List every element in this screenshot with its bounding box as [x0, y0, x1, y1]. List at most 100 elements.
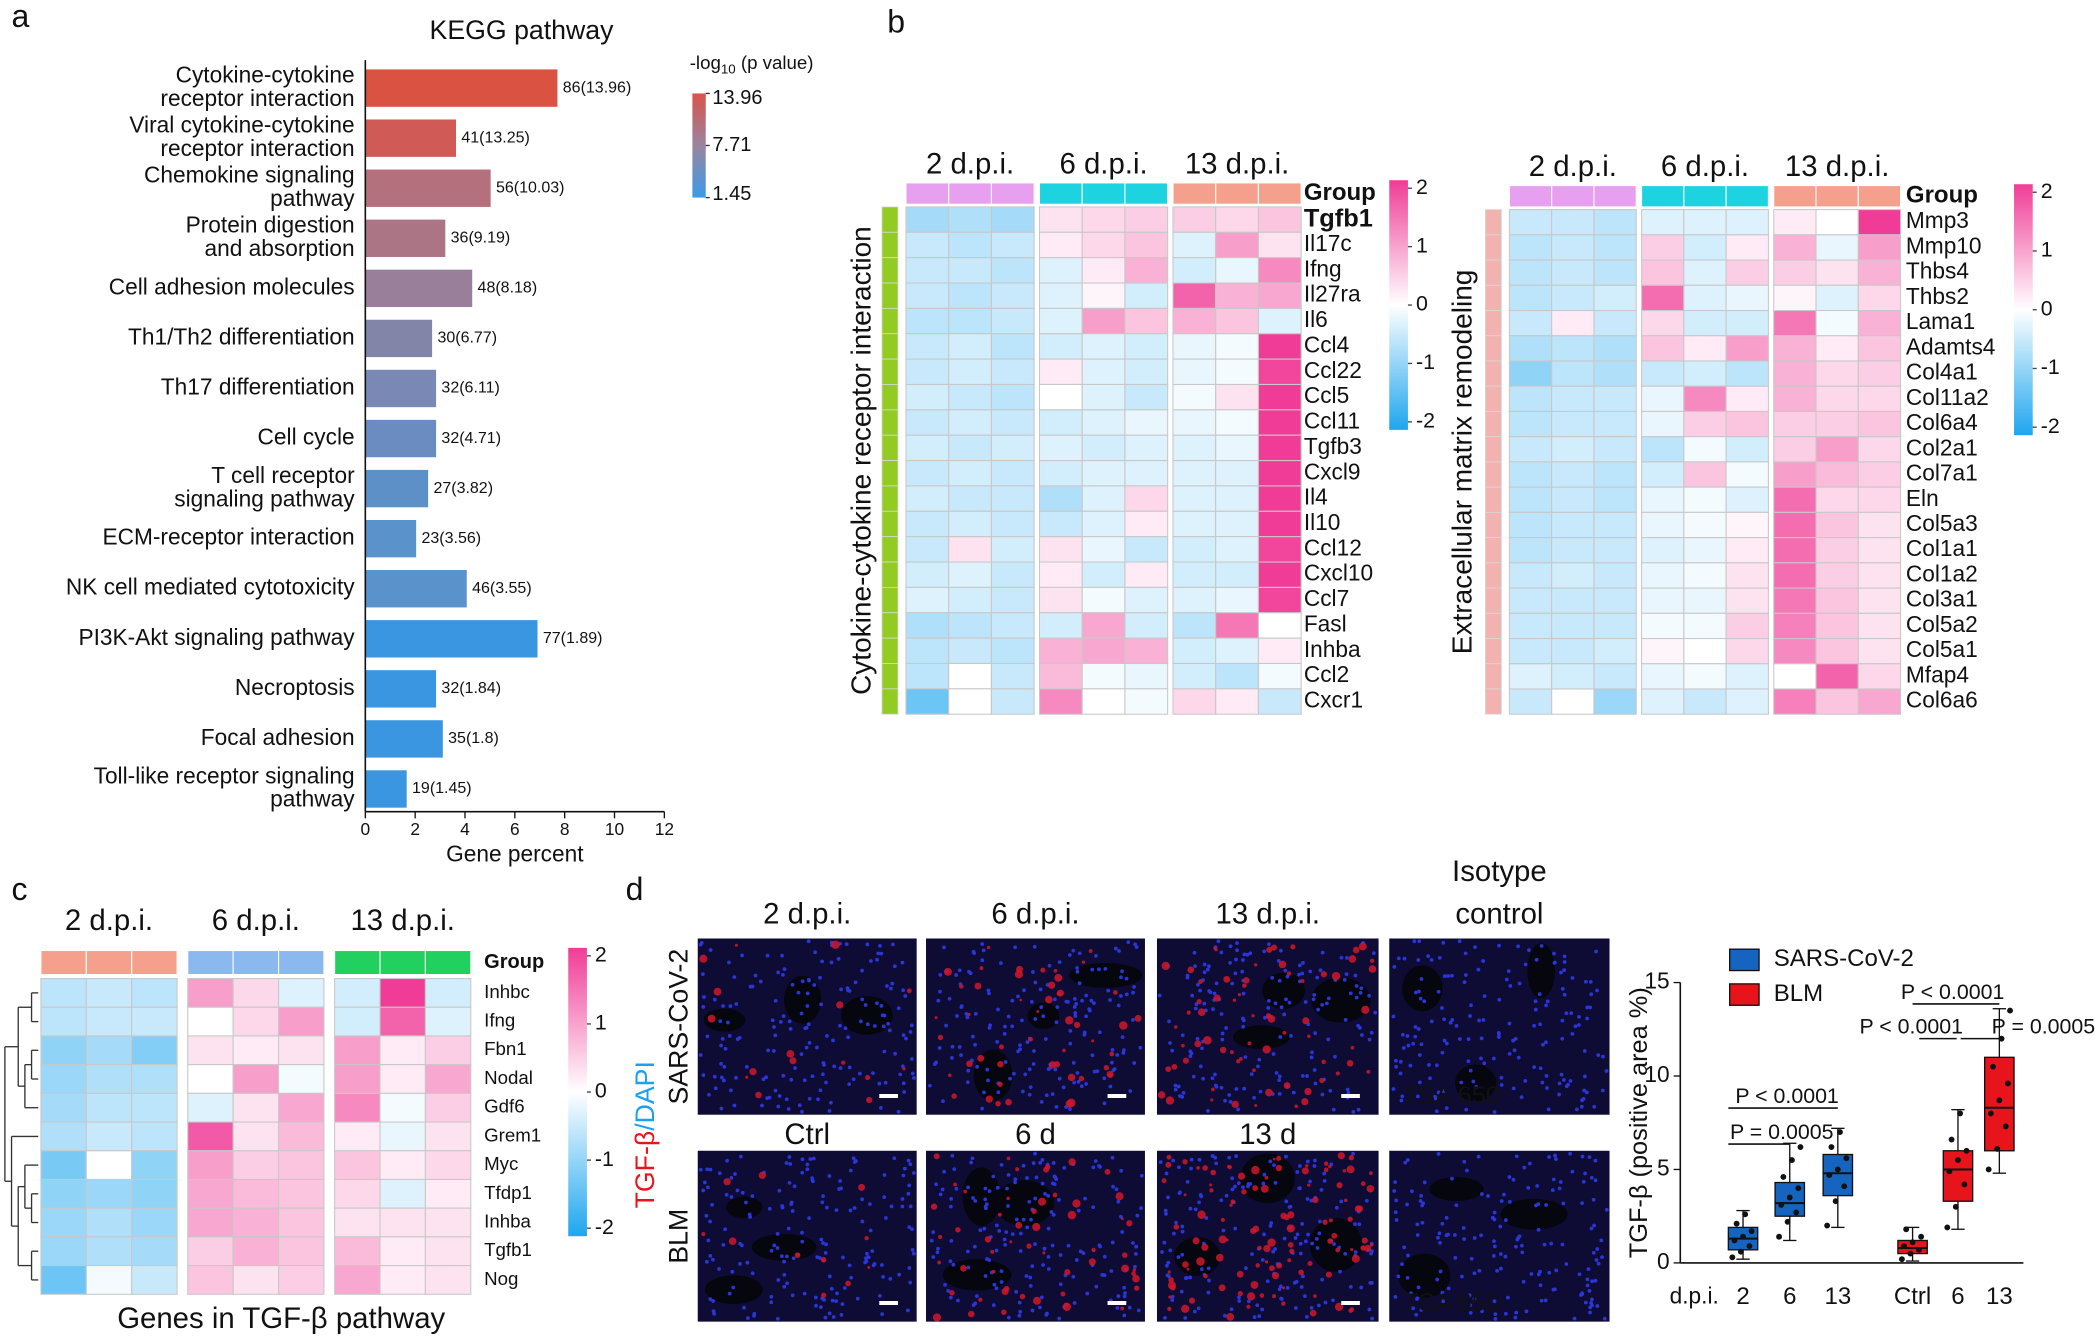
micrograph-nucleus — [848, 1208, 853, 1213]
heatmap-cell — [905, 409, 950, 436]
heatmap-cell — [948, 434, 992, 462]
micrograph-signal — [1106, 1070, 1114, 1078]
micrograph-signal — [831, 940, 840, 949]
micrograph-nucleus — [1582, 1049, 1587, 1053]
micrograph-signal — [1045, 995, 1053, 1004]
micrograph-nucleus — [907, 1183, 912, 1188]
micrograph-nucleus — [837, 1187, 842, 1191]
side-bar-cell — [881, 561, 899, 588]
point — [1786, 1194, 1793, 1201]
heatmap-cell — [85, 1150, 133, 1181]
micrograph-nucleus — [771, 1049, 776, 1053]
micrograph-airspace — [1232, 1025, 1290, 1049]
heatmap-cell — [1215, 434, 1259, 462]
micrograph-nucleus — [1331, 1298, 1335, 1303]
heatmap-cell — [1257, 662, 1302, 690]
micrograph-nucleus — [1446, 1286, 1451, 1291]
micrograph-nucleus — [712, 1074, 717, 1079]
micrograph-nucleus — [1310, 1050, 1314, 1055]
category-label: ECM-receptor interaction — [102, 524, 354, 550]
heatmap-cell — [1257, 460, 1302, 487]
micrograph-nucleus — [1030, 1264, 1035, 1269]
micrograph-nucleus — [1114, 1187, 1119, 1192]
micrograph-nucleus — [808, 1157, 813, 1161]
micrograph-signal — [1250, 1281, 1259, 1289]
micrograph-nucleus — [1277, 1287, 1282, 1292]
micrograph-nucleus — [1168, 1248, 1173, 1253]
micrograph-nucleus — [999, 1269, 1004, 1273]
row-label: Il6 — [1304, 306, 1328, 332]
micrograph-nucleus — [1064, 999, 1069, 1004]
micrograph-nucleus — [995, 1040, 1000, 1044]
micrograph-nucleus — [983, 1274, 988, 1278]
micrograph-nucleus — [1420, 1203, 1425, 1208]
group-bar — [1172, 182, 1217, 205]
micrograph-signal — [1272, 1157, 1276, 1161]
micrograph-nucleus — [707, 1092, 711, 1097]
micrograph-nucleus — [838, 1179, 842, 1183]
row-label: Col5a2 — [1906, 611, 1978, 637]
heatmap-cell — [948, 257, 992, 284]
micrograph-nucleus — [824, 1242, 828, 1247]
micrograph-nucleus — [745, 1260, 750, 1265]
heatmap-cell — [1683, 209, 1727, 236]
micrograph-nucleus — [986, 988, 991, 993]
micrograph-nucleus — [1499, 1199, 1504, 1203]
micrograph-nucleus — [1050, 1243, 1055, 1248]
micrograph-nucleus — [872, 1262, 877, 1266]
micrograph-nucleus — [1206, 1109, 1210, 1113]
heatmap-cell — [131, 1121, 178, 1152]
significance-label: P = 0.0005 — [1730, 1120, 1833, 1144]
micrograph-nucleus — [822, 1297, 826, 1302]
micrograph-nucleus — [1589, 1226, 1594, 1231]
heatmap-cell — [1683, 537, 1727, 564]
group-label: 6 d.p.i. — [1661, 150, 1749, 183]
micrograph-nucleus — [1242, 1086, 1246, 1091]
heatmap-cell — [1508, 612, 1553, 640]
micrograph-nucleus — [1394, 1218, 1399, 1222]
heatmap-cell — [1773, 410, 1817, 438]
category-label: pathway — [270, 786, 355, 812]
micrograph-nucleus — [1398, 1071, 1403, 1076]
heatmap-cell — [1773, 259, 1817, 286]
micrograph-signal — [1286, 971, 1292, 976]
micrograph-nucleus — [965, 1015, 970, 1020]
heatmap-cell — [232, 1150, 280, 1181]
micrograph-nucleus — [1075, 966, 1079, 970]
micrograph-signal — [1019, 1293, 1026, 1300]
heatmap-cell — [1081, 561, 1126, 588]
micrograph-nucleus — [1499, 1266, 1503, 1271]
micrograph-nucleus — [1345, 955, 1349, 960]
micrograph-nucleus — [1098, 1165, 1102, 1169]
row-label: Ifng — [1304, 255, 1342, 281]
micrograph-nucleus — [1596, 1053, 1601, 1057]
micrograph-signal — [1307, 1183, 1311, 1187]
micrograph-nucleus — [1257, 1314, 1262, 1319]
micrograph-nucleus — [1532, 1065, 1536, 1070]
micrograph-nucleus — [1316, 1007, 1320, 1012]
micrograph-signal — [1298, 1269, 1304, 1276]
heatmap-cell — [990, 561, 1035, 588]
heatmap-cell — [905, 460, 950, 487]
heatmap-cell — [990, 307, 1035, 335]
heatmap-cell — [1815, 436, 1859, 463]
micrograph-nucleus — [1160, 1250, 1164, 1254]
heatmap-cell — [1172, 662, 1217, 690]
micrograph-nucleus — [1220, 1037, 1225, 1042]
side-bar-cell — [1484, 335, 1502, 362]
micrograph-nucleus — [849, 1275, 853, 1280]
micrograph-nucleus — [1033, 1242, 1037, 1247]
heatmap-cell — [1038, 612, 1083, 639]
micrograph-nucleus — [1405, 1034, 1410, 1038]
side-bar-cell — [881, 536, 899, 563]
heatmap-cell — [1815, 688, 1859, 715]
group-bar — [1593, 185, 1637, 208]
micrograph-nucleus — [834, 1299, 839, 1303]
micrograph-nucleus — [698, 1053, 703, 1057]
heatmap-cell — [1215, 688, 1259, 715]
micrograph-nucleus — [882, 1173, 887, 1177]
micrograph-signal — [1210, 1098, 1214, 1102]
micrograph-nucleus — [1466, 1059, 1471, 1064]
micrograph-nucleus — [1008, 1076, 1012, 1081]
micrograph-nucleus — [1136, 1308, 1141, 1313]
